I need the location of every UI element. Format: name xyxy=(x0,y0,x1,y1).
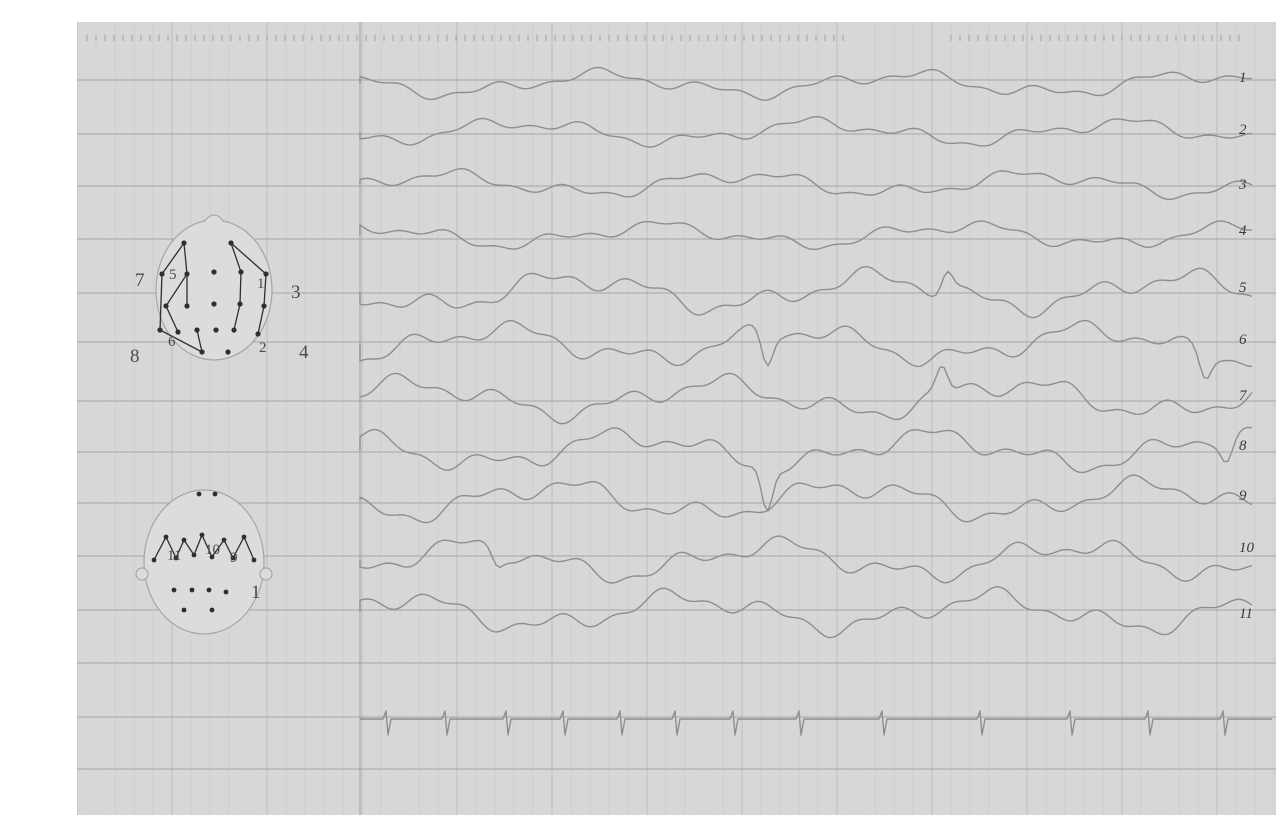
eeg-channel-trace xyxy=(359,319,1253,379)
electrode-dot xyxy=(206,587,212,593)
montage-label: 2 xyxy=(259,340,267,356)
channel-label: 10 xyxy=(1239,540,1255,556)
montage-label: 7 xyxy=(135,270,145,291)
channel-labels: 1 2 3 4 5 6 7 8 9 10 11 xyxy=(1238,70,1255,622)
electrode-dot xyxy=(181,607,187,613)
channel-label: 6 xyxy=(1239,332,1247,348)
montage-label: 9 xyxy=(230,550,238,566)
eeg-channel-trace xyxy=(359,168,1253,201)
montage-label: 1 xyxy=(257,276,265,292)
eeg-channel-trace xyxy=(359,426,1253,512)
montage-label: 1 xyxy=(251,582,261,603)
channel-label: 5 xyxy=(1239,280,1247,296)
electrode-dot xyxy=(171,587,177,593)
electrode-dot xyxy=(211,301,217,307)
channel-label: 3 xyxy=(1238,177,1247,193)
montage-head-upper: 7 3 8 4 5 1 6 2 xyxy=(130,214,309,367)
electrode-dot xyxy=(151,557,157,563)
nose-icon xyxy=(203,214,225,223)
channel-label: 11 xyxy=(1239,606,1253,622)
electrode-dot xyxy=(211,269,217,275)
eeg-traces xyxy=(359,66,1253,639)
eeg-paper-sheet: 1 2 3 4 5 6 7 8 9 10 11 7 3 8 4 5 1 6 2 11 10 9 xyxy=(77,22,1276,815)
montage-link xyxy=(153,533,255,561)
montage-label: 4 xyxy=(299,342,309,363)
montage-label: 3 xyxy=(291,282,301,303)
eeg-channel-trace xyxy=(359,535,1253,584)
montage-label: 11 xyxy=(167,548,181,564)
channel-label: 4 xyxy=(1239,223,1247,239)
channel-label: 1 xyxy=(1239,70,1247,86)
electrode-dot xyxy=(213,327,219,333)
montage-head-lower: 11 10 9 1 xyxy=(135,489,273,635)
channel-label: 7 xyxy=(1239,388,1248,404)
ecg-trace xyxy=(360,710,1272,736)
eeg-channel-trace xyxy=(359,116,1253,148)
montage-label: 6 xyxy=(168,334,176,350)
montage-label: 8 xyxy=(130,346,140,367)
eeg-channel-trace xyxy=(359,266,1253,319)
eeg-channel-trace xyxy=(359,220,1252,250)
electrode-dot xyxy=(189,587,195,593)
channel-label: 9 xyxy=(1239,488,1247,504)
channel-label: 8 xyxy=(1239,438,1247,454)
channel-label: 2 xyxy=(1239,122,1247,138)
electrode-dot xyxy=(196,491,202,497)
electrode-dot xyxy=(209,607,215,613)
ecg-waveform xyxy=(360,710,1272,736)
montage-label: 10 xyxy=(205,542,220,558)
paper-grid xyxy=(77,22,1276,815)
electrode-dot xyxy=(212,491,218,497)
ear-icon xyxy=(259,567,273,581)
eeg-channel-trace xyxy=(359,586,1253,639)
eeg-channel-trace xyxy=(359,366,1253,425)
electrode-dot xyxy=(223,589,229,595)
montage-label: 5 xyxy=(169,267,177,283)
montage-link xyxy=(159,241,267,354)
electrode-dot xyxy=(225,349,231,355)
eeg-channel-trace xyxy=(359,66,1253,101)
eeg-channel-trace xyxy=(359,474,1253,524)
ear-icon xyxy=(135,567,149,581)
